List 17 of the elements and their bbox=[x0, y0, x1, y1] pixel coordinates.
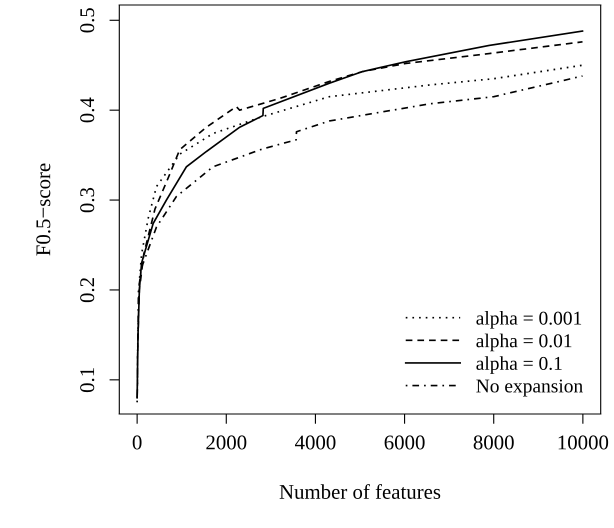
y-axis-title: F0.5−score bbox=[36, 164, 50, 256]
legend-label: alpha = 0.01 bbox=[476, 334, 572, 352]
x-axis-title: Number of features bbox=[280, 484, 440, 499]
x-tick-label: 10000 bbox=[558, 435, 608, 450]
y-tick-label: 0.2 bbox=[80, 278, 94, 302]
legend-label: alpha = 0.001 bbox=[476, 311, 582, 329]
y-tick-label: 0.1 bbox=[80, 368, 94, 392]
y-tick-label: 0.4 bbox=[80, 97, 94, 122]
legend-label: No expansion bbox=[476, 379, 583, 396]
x-tick-label: 8000 bbox=[474, 435, 514, 450]
legend-label: alpha = 0.1 bbox=[476, 356, 562, 374]
y-tick-label: 0.3 bbox=[80, 188, 94, 212]
x-tick-label: 2000 bbox=[206, 435, 246, 450]
x-tick-label: 4000 bbox=[295, 435, 336, 450]
x-tick-label: 0 bbox=[132, 435, 142, 450]
y-tick-label: 0.5 bbox=[80, 8, 94, 33]
x-tick-label: 6000 bbox=[384, 435, 425, 450]
